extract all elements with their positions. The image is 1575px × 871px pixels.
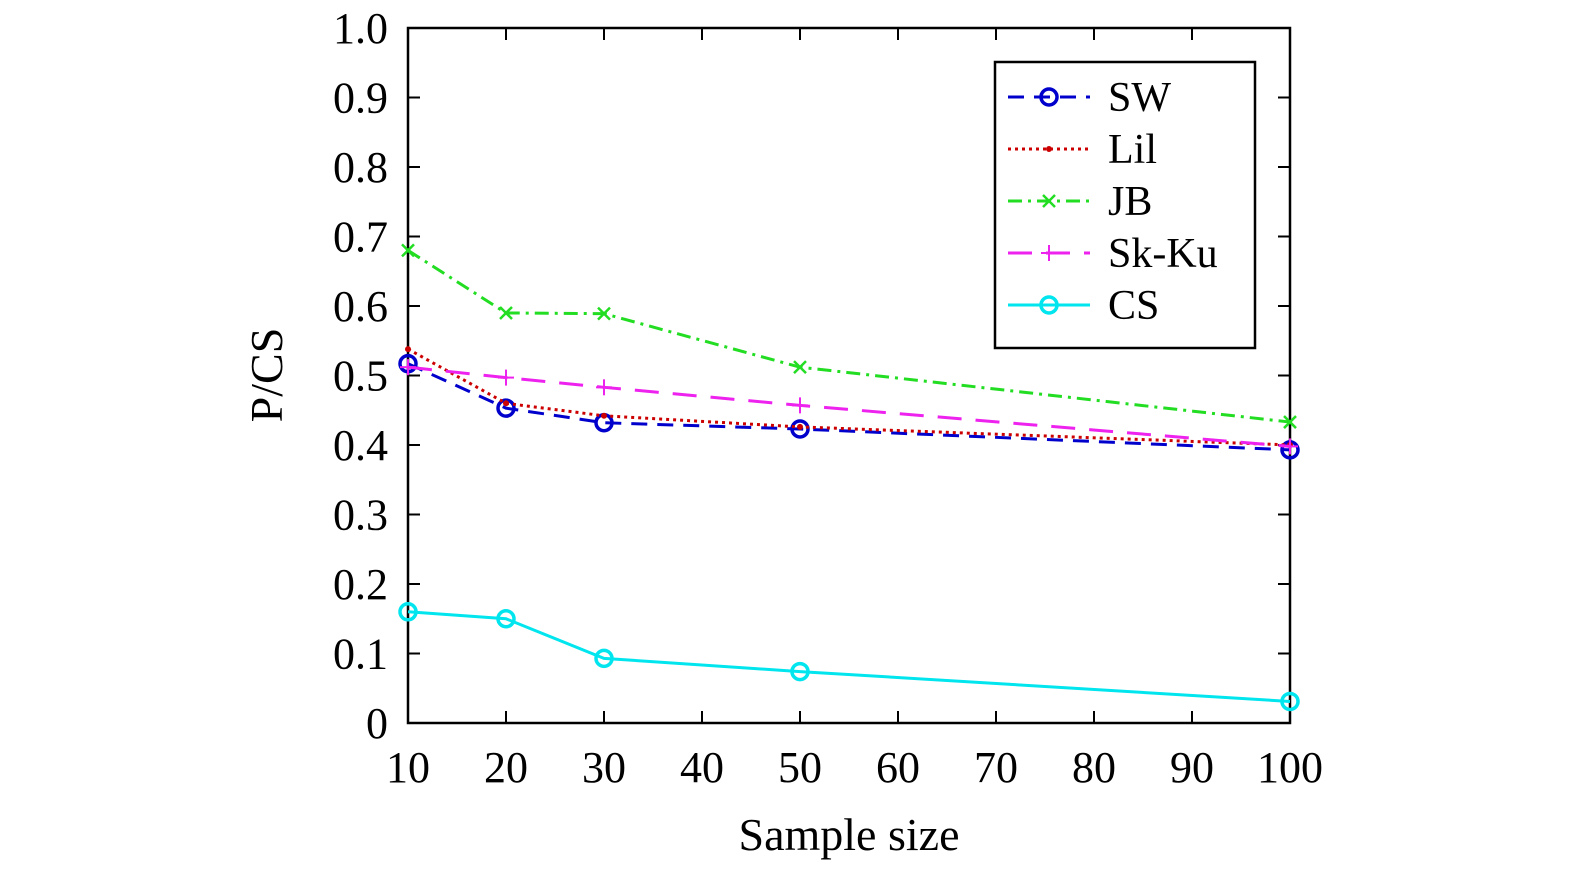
data-point-jb-stroke (597, 306, 611, 321)
y-tick-label: 0.9 (333, 74, 388, 123)
series-line-cs (407, 610, 1291, 703)
data-point-cs (790, 661, 810, 682)
x-tick-label: 10 (386, 743, 430, 792)
data-point-jb (401, 243, 415, 258)
data-point-sk-ku (498, 369, 514, 386)
data-point-sk-ku (1282, 438, 1298, 455)
series-line-sw (407, 362, 1291, 452)
legend-marker-sw (1039, 87, 1059, 107)
data-point-jb-stroke (401, 243, 415, 258)
series-lil (405, 346, 1293, 448)
data-point-cs (594, 648, 614, 669)
x-tick-label: 80 (1072, 743, 1116, 792)
data-point-sk-ku (596, 379, 612, 396)
y-tick-label: 0.4 (333, 421, 388, 470)
data-point-sw (790, 419, 810, 439)
data-point-cs (1280, 691, 1300, 712)
legend: SW Lil JB Sk-Ku CS (993, 60, 1257, 350)
data-point-jb (1283, 415, 1297, 429)
legend-marker-jb-stroke (1042, 194, 1056, 208)
x-tick-label: 20 (484, 743, 528, 792)
x-tick-label: 30 (582, 743, 626, 792)
y-tick-label: 0.3 (333, 491, 388, 540)
data-point-jb-stroke (499, 306, 513, 320)
x-tick-label: 60 (876, 743, 920, 792)
series-layer (398, 243, 1300, 712)
axis-ticks: 10 20 30 40 50 60 70 80 90 100 0 0.1 0.2 0.3 0.4 0.5 0.6… (333, 4, 1323, 792)
data-point-lil (601, 412, 607, 419)
legend-label-sk-ku: Sk-Ku (1108, 231, 1218, 277)
data-point-sk-ku (400, 359, 416, 376)
x-tick-label: 100 (1257, 743, 1323, 792)
legend-label-jb: JB (1108, 179, 1152, 225)
legend-marker-lil (1046, 146, 1052, 152)
data-point-lil (405, 346, 411, 353)
series-sk-ku (400, 359, 1298, 455)
legend-marker-cs (1039, 295, 1059, 315)
series-jb (401, 243, 1297, 429)
data-point-jb-stroke (1283, 415, 1297, 429)
y-tick-label: 0.8 (333, 143, 388, 192)
data-point-jb (597, 306, 611, 321)
data-point-jb (793, 360, 807, 375)
data-point-jb-stroke (793, 360, 807, 375)
x-tick-label: 50 (778, 743, 822, 792)
x-axis-title: Sample size (739, 809, 960, 860)
x-tick-label: 70 (974, 743, 1018, 792)
x-tick-label: 40 (680, 743, 724, 792)
legend-label-lil: Lil (1108, 127, 1157, 173)
data-point-sw (496, 398, 516, 418)
data-point-jb (499, 306, 513, 320)
series-cs (398, 602, 1300, 712)
y-axis-title: P/CS (241, 328, 292, 423)
y-tick-label: 0 (366, 699, 388, 748)
data-point-lil (503, 400, 509, 407)
legend-box (993, 60, 1257, 350)
legend-label-sw: SW (1108, 75, 1171, 121)
y-tick-label: 0.2 (333, 560, 388, 609)
y-tick-label: 0.5 (333, 352, 388, 401)
y-tick-label: 0.7 (333, 213, 388, 262)
data-point-lil (797, 423, 803, 430)
legend-marker-sk-ku (1041, 245, 1057, 261)
data-point-cs (398, 602, 418, 622)
y-tick-label: 0.6 (333, 282, 388, 331)
legend-marker-jb (1042, 194, 1056, 208)
series-line-sk-ku (407, 365, 1291, 448)
y-tick-label: 0.1 (333, 630, 388, 679)
legend-label-cs: CS (1108, 283, 1159, 329)
y-tick-label: 1.0 (333, 4, 388, 53)
data-point-cs (496, 609, 516, 629)
data-point-sk-ku (792, 397, 808, 414)
x-tick-label: 90 (1170, 743, 1214, 792)
